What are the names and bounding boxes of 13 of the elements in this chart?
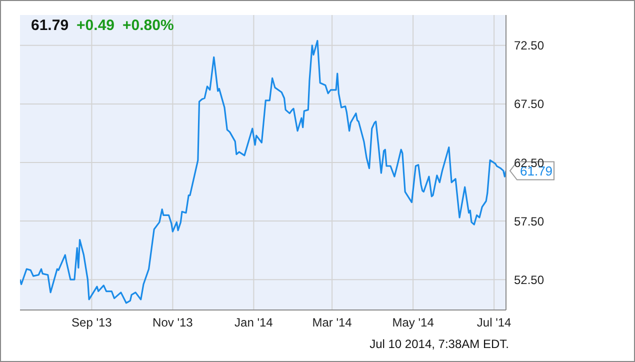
x-tick-label: Jan '14 <box>234 316 274 330</box>
chart-title: 61.79 +0.49 +0.80% <box>31 17 174 34</box>
x-tick-label: Mar '14 <box>312 316 352 330</box>
x-tick-label: Sep '13 <box>72 316 112 330</box>
x-tick-label: Nov '13 <box>152 316 194 330</box>
y-tick-label: 67.50 <box>514 97 544 112</box>
x-tick-label: Jul '14 <box>476 316 512 330</box>
text: Jul 10 2014, 7:38AM EDT. <box>370 337 509 351</box>
x-tick-label: May '14 <box>392 316 434 330</box>
line-series <box>20 40 506 304</box>
y-tick-label: 57.50 <box>514 214 544 228</box>
y-tick-label: 52.50 <box>514 272 544 287</box>
y-tick-label: 72.50 <box>514 38 544 53</box>
